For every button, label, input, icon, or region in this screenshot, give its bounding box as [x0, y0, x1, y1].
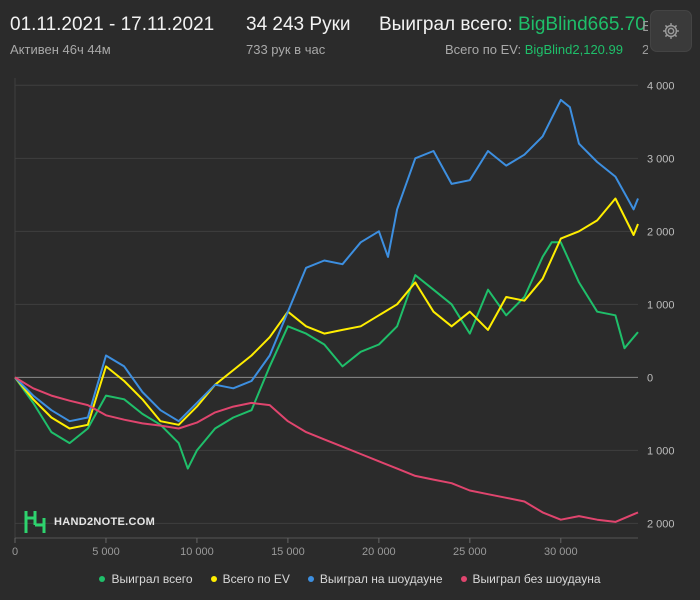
- legend-item[interactable]: Всего по EV: [210, 572, 290, 586]
- legend-label: Выиграл всего: [111, 572, 193, 586]
- x-tick-label: 30 000: [544, 546, 578, 558]
- ev-value: BigBlind2,120.99: [524, 42, 623, 57]
- gear-icon: [663, 23, 679, 39]
- ev-label: Всего по EV:: [445, 42, 522, 57]
- chart-series: [14, 98, 639, 523]
- series-line: [14, 241, 639, 470]
- legend-item[interactable]: Выиграл всего: [99, 572, 193, 586]
- x-tick-label: 5 000: [92, 546, 120, 558]
- series-line: [14, 98, 639, 423]
- legend-dot-icon: [307, 576, 314, 582]
- y-tick-label: 1 000: [647, 299, 675, 311]
- legend-dot-icon: [210, 576, 217, 582]
- settings-button[interactable]: [650, 10, 692, 52]
- chart-legend: Выиграл всего Всего по EV Выиграл на шоуда…: [0, 572, 700, 586]
- header-won-total: Выиграл всего: BigBlind665.70: [379, 14, 646, 36]
- y-tick-label: 4 000: [647, 80, 675, 92]
- hand2note-logo-icon: [24, 511, 46, 533]
- header-hands-per-hour: 733 рук в час: [246, 42, 326, 57]
- x-tick-label: 10 000: [180, 546, 214, 558]
- legend-label: Выиграл без шоудауна: [472, 572, 601, 586]
- winnings-chart: 4 000 3 000 2 000 1 000 0 1 000 2 000 0 5 000 10…: [12, 78, 675, 558]
- legend-label: Всего по EV: [222, 572, 290, 586]
- header-hands: 34 243 Руки: [246, 14, 351, 35]
- x-tick-label: 25 000: [453, 546, 487, 558]
- hand2note-logo: HAND2NOTE.COM: [24, 510, 155, 534]
- series-line: [14, 197, 639, 430]
- y-tick-label: 1 000: [647, 445, 675, 457]
- x-axis: 0 5 000 10 000 15 000 20 000 25 000 30 000: [12, 538, 578, 558]
- x-tick-label: 0: [12, 546, 18, 558]
- header-active-time: Активен 46ч 44м: [10, 42, 111, 57]
- legend-item[interactable]: Выиграл без шоудауна: [460, 572, 601, 586]
- legend-dot-icon: [460, 576, 467, 582]
- won-label: Выиграл всего:: [379, 14, 513, 35]
- header-cut-bottom: 2: [642, 42, 648, 57]
- legend-label: Выиграл на шоудауне: [319, 572, 443, 586]
- y-axis: 4 000 3 000 2 000 1 000 0 1 000 2 000: [647, 80, 675, 530]
- y-tick-label: 0: [647, 372, 653, 384]
- header-cut-top: E: [642, 18, 648, 35]
- chart-grid: [14, 78, 638, 539]
- brand-text: HAND2NOTE.COM: [54, 516, 156, 528]
- y-tick-label: 3 000: [647, 153, 675, 165]
- header-ev-total: Всего по EV: BigBlind2,120.99: [445, 42, 623, 57]
- y-tick-label: 2 000: [647, 226, 675, 238]
- series-line: [14, 376, 639, 523]
- header-date-range: 01.11.2021 - 17.11.2021: [10, 14, 215, 35]
- won-value: BigBlind665.70: [517, 14, 646, 35]
- legend-dot-icon: [99, 576, 106, 582]
- y-tick-label: 2 000: [647, 518, 675, 530]
- x-tick-label: 20 000: [362, 546, 396, 558]
- x-tick-label: 15 000: [271, 546, 305, 558]
- legend-item[interactable]: Выиграл на шоудауне: [307, 572, 443, 586]
